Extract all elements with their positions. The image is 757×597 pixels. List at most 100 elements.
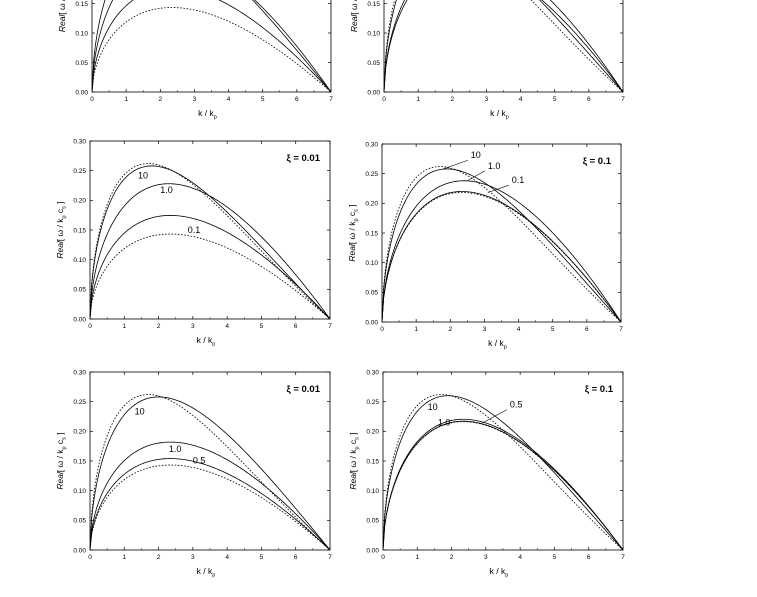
y-tick-label: 0.30 <box>365 141 378 148</box>
x-tick-label: 7 <box>621 554 625 561</box>
x-tick-label: 5 <box>553 96 557 103</box>
solid-curve <box>384 0 623 92</box>
chart-panel-1: 0 1 2 3 4 5 6 7 0.00 0.05 0.10 0.15 k / kp Real[ ω / … <box>57 0 333 121</box>
y-tick-label: 0.05 <box>75 60 88 67</box>
y-tick-label: 0.25 <box>365 171 378 178</box>
dotted-reference-curve <box>383 421 623 550</box>
plot-frame <box>91 0 332 93</box>
curve-parameter-label: 10 <box>138 170 148 180</box>
curve-parameter-label: 10 <box>135 407 145 417</box>
curve-parameter-label: 1.0 <box>438 417 451 427</box>
x-axis-label: k / kp <box>488 338 507 351</box>
y-tick-label: 0.20 <box>73 198 86 205</box>
x-tick-label: 6 <box>585 326 589 333</box>
y-axis-label: Real[ ω / kp cs ] <box>349 0 362 32</box>
x-tick-label: 1 <box>124 96 128 103</box>
x-tick-label: 4 <box>225 323 229 330</box>
x-tick-label: 5 <box>260 323 264 330</box>
dotted-reference-curve <box>383 394 623 550</box>
dotted-reference-curve <box>382 192 621 322</box>
y-tick-label: 0.00 <box>73 316 86 323</box>
solid-curve <box>92 0 331 92</box>
curve-parameter-label: 10 <box>471 150 481 160</box>
y-tick-label: 0.25 <box>73 168 86 175</box>
x-tick-label: 3 <box>191 323 195 330</box>
x-tick-label: 0 <box>382 96 386 103</box>
curves-group <box>384 0 623 92</box>
chart-panel-6: 0 1 2 3 4 5 6 7 0.00 0.05 0.10 0.15 0.20 0.25 0.30 k / … <box>348 369 625 578</box>
x-axis-label: k / kp <box>197 566 216 579</box>
curve-parameter-label: 1.0 <box>160 185 173 195</box>
x-tick-label: 7 <box>621 96 625 103</box>
y-tick-label: 0.05 <box>73 287 86 294</box>
y-tick-label: 0.15 <box>73 227 86 234</box>
curve-parameter-label: 1.0 <box>488 161 501 171</box>
x-tick-label: 2 <box>450 554 454 561</box>
x-tick-label: 3 <box>193 96 197 103</box>
y-tick-label: 0.00 <box>366 547 379 554</box>
x-tick-label: 2 <box>448 326 452 333</box>
y-tick-label: 0.25 <box>366 399 379 406</box>
solid-curve <box>383 418 623 550</box>
solid-curve <box>90 441 330 550</box>
solid-curve <box>90 165 330 319</box>
x-tick-label: 0 <box>380 326 384 333</box>
label-pointer-line <box>482 409 508 424</box>
x-tick-label: 1 <box>415 554 419 561</box>
solid-curve <box>90 458 330 550</box>
xi-parameter-label: ξ = 0.1 <box>585 384 614 395</box>
x-tick-label: 4 <box>518 554 522 561</box>
y-tick-label: 0.10 <box>73 257 86 264</box>
x-tick-label: 3 <box>191 554 195 561</box>
y-tick-label: 0.00 <box>367 89 380 96</box>
x-tick-label: 4 <box>225 554 229 561</box>
y-tick-label: 0.15 <box>366 458 379 465</box>
y-axis-label: Real[ ω / kp cs ] <box>55 201 68 258</box>
curve-parameter-label: 0.1 <box>188 225 201 235</box>
x-tick-label: 0 <box>381 554 385 561</box>
x-tick-label: 6 <box>294 554 298 561</box>
y-tick-label: 0.05 <box>73 518 86 525</box>
x-tick-label: 1 <box>122 323 126 330</box>
x-tick-label: 2 <box>157 323 161 330</box>
y-tick-label: 0.15 <box>367 1 380 8</box>
x-tick-label: 6 <box>295 96 299 103</box>
y-tick-label: 0.00 <box>365 319 378 326</box>
xi-parameter-label: ξ = 0.01 <box>286 384 320 395</box>
x-tick-label: 6 <box>587 96 591 103</box>
curves-group <box>382 166 621 322</box>
chart-panel-5: 0 1 2 3 4 5 6 7 0.00 0.05 0.10 0.15 0.20 0.25 0.30 k / … <box>55 369 332 578</box>
solid-curve <box>92 0 331 92</box>
y-tick-label: 0.00 <box>75 89 88 96</box>
x-tick-label: 5 <box>553 554 557 561</box>
y-tick-label: 0.10 <box>73 488 86 495</box>
x-axis-label: k / kp <box>490 108 509 121</box>
x-tick-label: 7 <box>328 323 332 330</box>
dotted-reference-curve <box>90 394 330 550</box>
x-axis-label: k / kp <box>198 108 217 121</box>
curve-parameter-label: 1.0 <box>169 444 182 454</box>
y-tick-label: 0.30 <box>73 369 86 376</box>
y-axis-label: Real[ ω / kp cs ] <box>57 0 70 32</box>
y-tick-label: 0.10 <box>367 30 380 37</box>
x-tick-label: 6 <box>294 323 298 330</box>
plot-frame <box>89 140 331 320</box>
curve-parameter-label: 0.5 <box>193 455 206 465</box>
y-tick-label: 0.20 <box>365 201 378 208</box>
plot-frame <box>381 143 622 323</box>
x-tick-label: 1 <box>414 326 418 333</box>
solid-curve <box>90 396 330 550</box>
curve-parameter-label: 10 <box>428 402 438 412</box>
curves-group <box>92 0 331 92</box>
label-pointer-line <box>443 159 468 170</box>
x-tick-label: 7 <box>619 326 623 333</box>
curve-parameter-label: 0.5 <box>510 400 523 410</box>
solid-curve <box>382 168 621 322</box>
x-tick-label: 5 <box>260 554 264 561</box>
y-axis-label: Real[ ω / kp cs ] <box>348 432 361 489</box>
xi-parameter-label: ξ = 0.01 <box>286 153 320 164</box>
dotted-reference-curve <box>90 464 330 550</box>
solid-curve <box>90 214 330 319</box>
x-axis-label: k / kp <box>197 335 216 348</box>
